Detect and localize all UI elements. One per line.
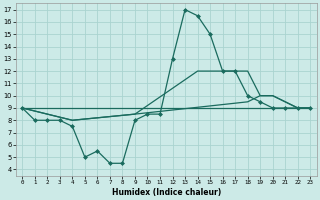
X-axis label: Humidex (Indice chaleur): Humidex (Indice chaleur) <box>112 188 221 197</box>
